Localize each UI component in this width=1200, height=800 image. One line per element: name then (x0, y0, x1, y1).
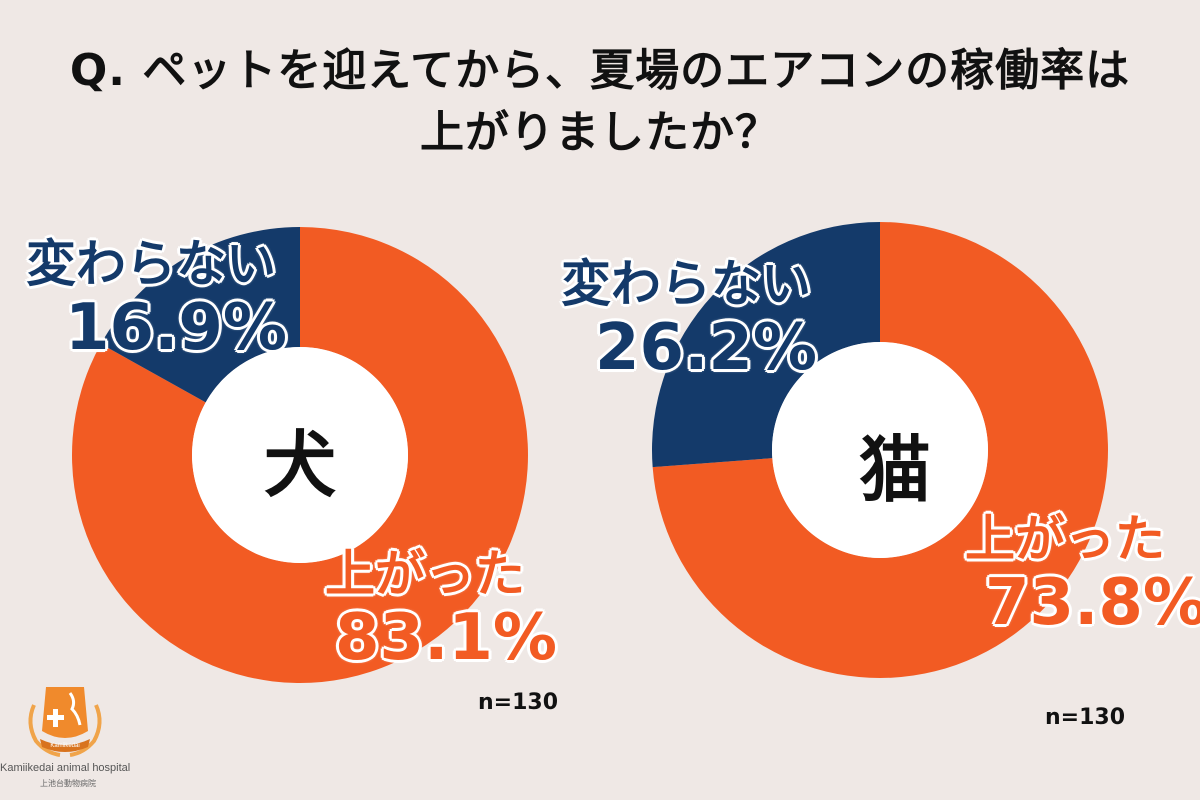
cat-unchanged-value: 26.2% (595, 311, 818, 385)
hospital-subname: 上池台動物病院 (40, 779, 96, 788)
hospital-emblem-icon: Kamiikedai (28, 687, 102, 757)
cat-increased-callout: 上がった 73.8% (965, 510, 1200, 638)
dog-sample-size: n=130 (478, 690, 559, 715)
dog-donut-chart (71, 227, 528, 683)
dog-unchanged-callout: 変わらない 16.9% (15, 235, 287, 363)
cat-slice-unchanged (652, 222, 880, 468)
cat-increased-value: 73.8% (985, 566, 1200, 640)
dog-unchanged-label: 変わらない (26, 235, 277, 293)
title-line-1: Q. ペットを迎えてから、夏場のエアコンの稼働率は (69, 45, 1131, 96)
dog-increased-label: 上がった (325, 545, 525, 603)
dog-slice-increased (71, 227, 528, 683)
cat-increased-label: 上がった (965, 510, 1165, 568)
cat-unchanged-label: 変わらない (561, 255, 812, 313)
dog-slice-unchanged (100, 227, 300, 403)
dog-center-label: 犬 (263, 423, 336, 507)
cat-unchanged-callout: 変わらない 26.2% (555, 255, 817, 383)
cat-sample-size: n=130 (1045, 705, 1126, 730)
cat-donut-hole (772, 342, 988, 558)
dog-unchanged-value: 16.9% (65, 291, 288, 365)
emblem-text: Kamiikedai (50, 743, 79, 749)
chart-title: Q. ペットを迎えてから、夏場のエアコンの稼働率は 上がりましたか？ (0, 40, 1200, 164)
cat-donut-chart (652, 222, 1108, 678)
cat-slice-increased (652, 222, 1108, 678)
dog-increased-callout: 上がった 83.1% (325, 545, 557, 673)
dog-increased-value: 83.1% (335, 601, 558, 675)
title-line-2: 上がりましたか？ (420, 107, 780, 158)
hospital-name: Kamiikedai animal hospital (0, 762, 131, 774)
cat-center-label: 猫 (858, 428, 931, 512)
dog-donut-hole (192, 347, 408, 563)
